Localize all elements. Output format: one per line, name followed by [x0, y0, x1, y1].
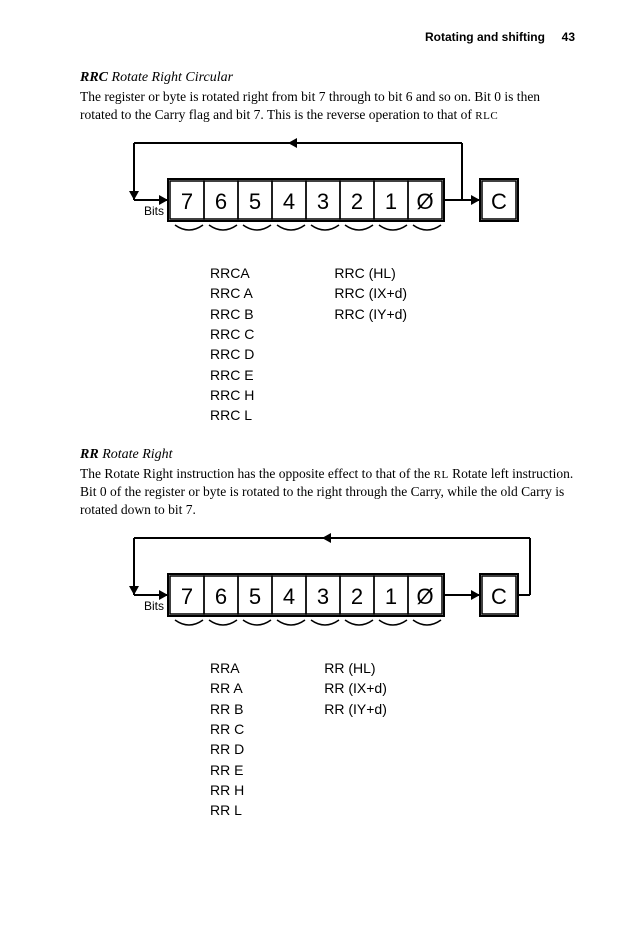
bit-label: 5 [249, 584, 261, 609]
mnemonic-item: RRC (HL) [334, 263, 407, 283]
rr-heading: RR Rotate Right [80, 447, 575, 463]
mnemonic-item: RR (IX+d) [324, 678, 387, 698]
mnemonic-item: RR (HL) [324, 658, 387, 678]
mnemonic-item: RR (IY+d) [324, 699, 387, 719]
rrc-abbrev: RRC [80, 70, 108, 85]
mnemonic-item: RRC D [210, 344, 254, 364]
mnemonic-item: RRA [210, 658, 244, 678]
running-header: Rotating and shifting 43 [80, 30, 575, 44]
rrc-heading: RRC Rotate Right Circular [80, 70, 575, 86]
mnemonic-item: RRC (IX+d) [334, 283, 407, 303]
rr-abbrev: RR [80, 447, 99, 462]
rrc-para-1: The register or byte is rotated right fr… [80, 89, 540, 122]
bit-label: 6 [215, 189, 227, 214]
rrc-title: Rotate Right Circular [112, 70, 234, 85]
mnemonic-item: RRCA [210, 263, 254, 283]
bit-label: 1 [385, 189, 397, 214]
rr-title: Rotate Right [102, 447, 172, 462]
mnemonic-item: RR E [210, 760, 244, 780]
mnemonic-item: RRC (IY+d) [334, 304, 407, 324]
bits-label: Bits [144, 204, 164, 218]
mnemonic-item: RRC C [210, 324, 254, 344]
bit-label: 4 [283, 189, 295, 214]
running-title: Rotating and shifting [425, 30, 545, 44]
mnemonic-item: RR C [210, 719, 244, 739]
rrc-diagram: 7654321Ø Bits C [110, 131, 575, 251]
carry-label: C [491, 189, 507, 214]
bit-label: 6 [215, 584, 227, 609]
bit-label: 1 [385, 584, 397, 609]
bit-label: 7 [181, 189, 193, 214]
mnemonic-item: RRC L [210, 405, 254, 425]
mnemonic-item: RRC H [210, 385, 254, 405]
mnemonic-item: RR B [210, 699, 244, 719]
mnemonic-item: RR D [210, 739, 244, 759]
page-number: 43 [562, 30, 575, 44]
mnemonic-item: RR A [210, 678, 244, 698]
carry-label: C [491, 584, 507, 609]
bit-label: 3 [317, 584, 329, 609]
bit-label: Ø [416, 189, 433, 214]
rr-diagram: 7654321Ø Bits C [110, 526, 575, 646]
mnemonic-item: RRC B [210, 304, 254, 324]
bit-label: 3 [317, 189, 329, 214]
rr-svg: 7654321Ø Bits C [110, 526, 550, 646]
bit-label: 2 [351, 584, 363, 609]
mnemonic-item: RRC A [210, 283, 254, 303]
bit-label: 2 [351, 189, 363, 214]
rrc-mnemonics-left: RRCARRC ARRC BRRC CRRC DRRC ERRC HRRC L [210, 263, 254, 425]
bit-label: 7 [181, 584, 193, 609]
rr-mnemonics-right: RR (HL)RR (IX+d)RR (IY+d) [324, 658, 387, 820]
bit-label: 5 [249, 189, 261, 214]
rr-para-1: The Rotate Right instruction has the opp… [80, 466, 434, 481]
mnemonic-item: RR H [210, 780, 244, 800]
bit-label: 4 [283, 584, 295, 609]
rrc-mnemonics-right: RRC (HL)RRC (IX+d)RRC (IY+d) [334, 263, 407, 425]
rrc-mnemonics: RRCARRC ARRC BRRC CRRC DRRC ERRC HRRC L … [210, 263, 575, 425]
rr-mnemonics: RRARR ARR BRR CRR DRR ERR HRR L RR (HL)R… [210, 658, 575, 820]
rrc-paragraph: The register or byte is rotated right fr… [80, 88, 575, 123]
mnemonic-item: RRC E [210, 365, 254, 385]
mnemonic-item: RR L [210, 800, 244, 820]
rrc-para-rlc: RLC [475, 110, 498, 122]
rr-mnemonics-left: RRARR ARR BRR CRR DRR ERR HRR L [210, 658, 244, 820]
rr-para-rl: RL [434, 469, 449, 481]
rr-paragraph: The Rotate Right instruction has the opp… [80, 465, 575, 518]
bits-label: Bits [144, 599, 164, 613]
rrc-svg: 7654321Ø Bits C [110, 131, 550, 251]
bit-label: Ø [416, 584, 433, 609]
